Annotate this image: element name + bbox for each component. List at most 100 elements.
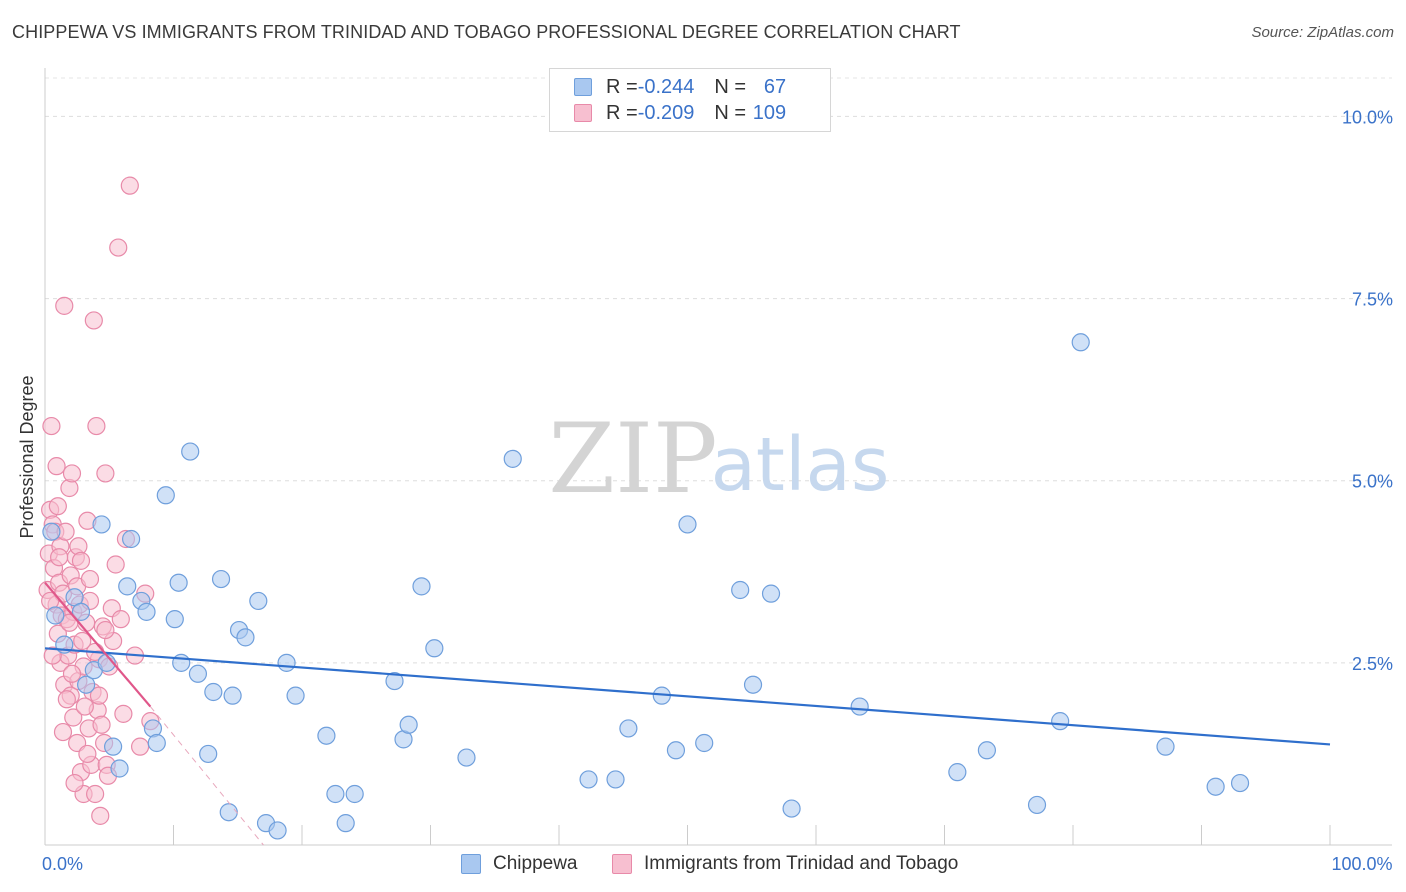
legend-n-value: 67 [763, 75, 787, 98]
data-point [457, 748, 476, 767]
watermark: ZIP atlas [548, 403, 889, 515]
legend-r-value: -0.209 [637, 101, 695, 124]
data-point [75, 697, 94, 716]
data-point [89, 686, 109, 705]
data-point [53, 722, 73, 742]
data-point [96, 620, 115, 640]
trend-line-extension [149, 706, 264, 846]
data-point [619, 719, 638, 738]
data-point [106, 555, 125, 574]
data-point [71, 602, 91, 621]
data-point [606, 770, 625, 789]
data-point [86, 784, 105, 804]
x-tick-label: 0.0% [42, 854, 83, 874]
data-point [678, 515, 697, 534]
bottom-legend-swatch-trinidad [612, 854, 632, 874]
legend-r-label: R = [606, 75, 638, 98]
data-point [181, 442, 200, 461]
legend-n-value: 109 [752, 101, 787, 124]
data-point [1071, 333, 1090, 352]
data-point [65, 773, 84, 793]
legend-n-label: N = [714, 101, 747, 124]
legend-swatch-trinidad [574, 104, 592, 122]
data-point [1027, 795, 1047, 815]
chart-title: CHIPPEWA VS IMMIGRANTS FROM TRINIDAD AND… [12, 22, 961, 42]
data-point [399, 715, 418, 734]
trend-line [44, 647, 1331, 746]
watermark-zip: ZIP [548, 403, 717, 515]
data-point [223, 686, 242, 705]
data-point [326, 784, 345, 804]
x-tick-label: 100.0% [1331, 854, 1392, 874]
data-point [130, 737, 150, 756]
data-point [782, 799, 801, 818]
data-point [385, 671, 404, 691]
data-point [137, 602, 156, 621]
data-point [71, 551, 91, 570]
data-point [110, 759, 129, 778]
bottom-legend-trinidad: Immigrants from Trinidad and Tobago [612, 851, 958, 877]
data-point [84, 311, 103, 330]
data-point [1206, 777, 1225, 796]
data-point [46, 606, 65, 625]
data-point [761, 584, 781, 603]
data-point [1051, 712, 1070, 731]
data-point [42, 522, 61, 541]
data-point [92, 515, 111, 534]
legend-r-label: R = [606, 101, 638, 124]
data-point [50, 548, 69, 567]
y-tick-label: 2.5% [1352, 654, 1393, 674]
data-point [77, 675, 96, 694]
data-point [169, 573, 188, 592]
data-point [43, 646, 62, 665]
data-point [118, 577, 137, 596]
data-point [211, 569, 231, 589]
legend-swatch-chippewa [574, 78, 592, 96]
legend-row-trinidad: R = -0.209 N = 109 [574, 100, 786, 126]
data-point [172, 653, 191, 672]
data-point [109, 238, 128, 257]
data-point [345, 784, 364, 804]
data-point [579, 770, 598, 789]
data-point [850, 697, 869, 716]
legend-row-chippewa: R = -0.244 N = 67 [574, 74, 786, 100]
legend: R = -0.244 N = 67 R = -0.209 N = 109 [549, 68, 831, 132]
trend-line [44, 582, 152, 708]
data-point [188, 664, 208, 683]
bottom-legend-swatch-chippewa [461, 854, 481, 874]
data-point [425, 639, 444, 658]
data-point [62, 464, 82, 483]
series-immigrants-trinidad-tobago [38, 176, 160, 825]
legend-n-label: N = [714, 75, 747, 98]
data-point [165, 610, 184, 629]
legend-r-value: -0.244 [637, 75, 695, 98]
data-point [87, 416, 106, 436]
data-point [948, 763, 967, 782]
source-label: Source: ZipAtlas.com [1251, 24, 1394, 41]
data-point [104, 737, 123, 756]
data-point [204, 682, 223, 702]
data-point [114, 704, 133, 723]
axes [44, 68, 1392, 846]
data-point [336, 814, 355, 833]
data-point [743, 675, 763, 694]
data-point [91, 806, 110, 825]
data-point [412, 577, 431, 596]
y-tick-label: 10.0% [1342, 107, 1393, 127]
data-point [92, 715, 111, 734]
watermark-atlas: atlas [711, 422, 890, 508]
gridlines [45, 77, 1392, 664]
data-point [120, 176, 139, 195]
data-point [121, 529, 141, 549]
data-point [96, 464, 115, 483]
data-point [78, 744, 97, 764]
data-point [57, 690, 76, 709]
data-point [48, 497, 67, 516]
y-axis-title: Professional Degree [17, 375, 37, 538]
data-point [317, 726, 336, 745]
trend-lines [44, 582, 1331, 846]
data-point [277, 653, 296, 672]
data-point [73, 631, 92, 651]
data-point [286, 686, 305, 705]
series-chippewa [42, 333, 1250, 840]
